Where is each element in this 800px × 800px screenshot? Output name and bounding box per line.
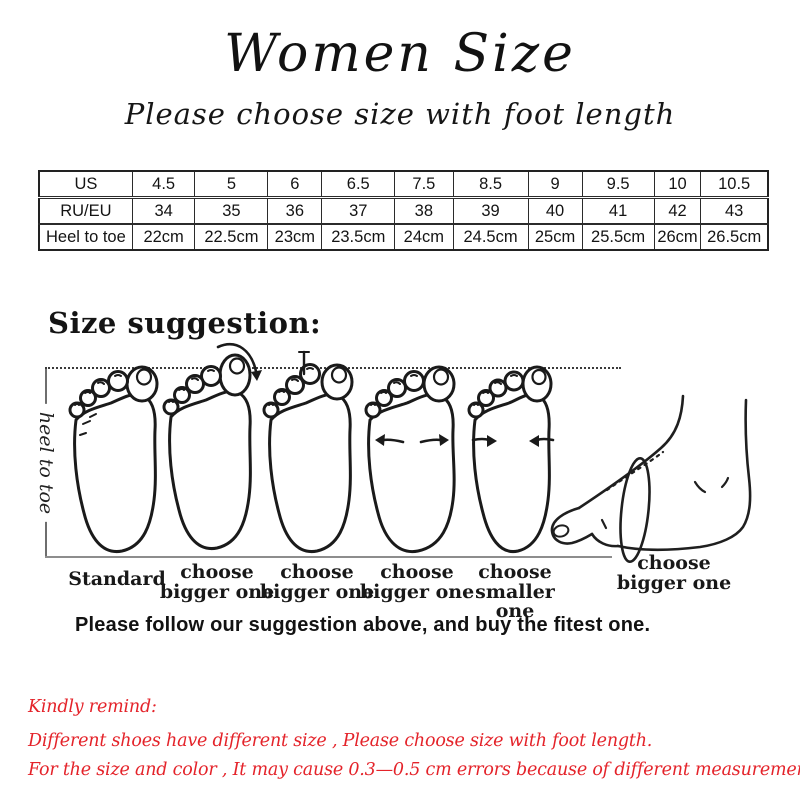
width-outward-arrows — [375, 434, 449, 446]
table-cell: 9.5 — [581, 170, 655, 199]
table-cell: 6 — [267, 170, 323, 199]
instep-measure-band — [619, 456, 651, 564]
table-cell: 6.5 — [321, 170, 396, 199]
suggestion-heading: Size suggestion: — [48, 306, 322, 340]
foot-wide-icon — [364, 365, 456, 554]
remind-line: Different shoes have different size , Pl… — [28, 731, 653, 751]
table-cell: 37 — [321, 197, 396, 225]
table-cell: 36 — [267, 197, 323, 225]
table-cell: 42 — [653, 197, 702, 225]
table-cell: 5 — [194, 170, 269, 199]
table-cell: 22.5cm — [194, 223, 269, 251]
table-cell: 8.5 — [452, 170, 529, 199]
table-cell: 24.5cm — [452, 223, 529, 251]
foot-label-standard: Standard — [68, 568, 166, 590]
foot-long-big-toe-icon — [162, 343, 262, 551]
suggestion-footnote: Please follow our suggestion above, and … — [75, 614, 651, 636]
table-cell: 26cm — [653, 223, 702, 251]
foot-side-view-high-instep-icon — [550, 394, 752, 564]
foot-label-choose-smaller: choose smaller one — [475, 561, 555, 622]
toe-tick-mark — [298, 350, 310, 376]
heel-to-toe-label: heel to toe — [33, 403, 59, 523]
foot-long-second-toe-icon — [262, 350, 354, 554]
row-header: RU/EU — [38, 197, 133, 225]
row-header: US — [38, 170, 133, 199]
longer-toe-arrow — [216, 343, 262, 381]
page-subtitle: Please choose size with foot length — [124, 97, 676, 131]
foot-label-choose-bigger: choose bigger one — [159, 561, 275, 603]
foot-standard-icon — [68, 365, 159, 554]
heel-baseline — [45, 556, 612, 558]
table-cell: 25cm — [527, 223, 583, 251]
foot-narrow-icon — [467, 365, 555, 554]
size-table: US 4.5 5 6 6.5 7.5 8.5 9 9.5 10 10.5 RU/… — [38, 170, 769, 251]
table-cell: 38 — [394, 197, 454, 225]
table-cell: 35 — [194, 197, 269, 225]
table-cell: 43 — [700, 197, 769, 225]
table-cell: 23cm — [267, 223, 323, 251]
table-cell: 10.5 — [700, 170, 769, 199]
table-cell: 39 — [452, 197, 529, 225]
table-cell: 7.5 — [394, 170, 454, 199]
table-cell: 40 — [527, 197, 583, 225]
table-cell: 4.5 — [131, 170, 196, 199]
foot-label-choose-bigger: choose bigger one — [616, 552, 732, 594]
row-header: Heel to toe — [38, 223, 133, 251]
table-cell: 25.5cm — [581, 223, 655, 251]
remind-line: For the size and color , It may cause 0.… — [28, 760, 800, 780]
table-cell: 22cm — [131, 223, 196, 251]
table-cell: 41 — [581, 197, 655, 225]
width-inward-arrows — [471, 435, 555, 447]
foot-label-choose-bigger: choose bigger one — [359, 561, 475, 603]
table-cell: 23.5cm — [321, 223, 396, 251]
table-cell: 10 — [653, 170, 702, 199]
table-cell: 34 — [131, 197, 196, 225]
foot-label-choose-bigger: choose bigger one — [259, 561, 375, 603]
table-cell: 24cm — [394, 223, 454, 251]
table-row-ru-eu: RU/EU 34 35 36 37 38 39 40 41 42 43 — [38, 197, 769, 225]
table-cell: 26.5cm — [700, 223, 769, 251]
table-row-us: US 4.5 5 6 6.5 7.5 8.5 9 9.5 10 10.5 — [38, 170, 769, 199]
table-row-heel-to-toe: Heel to toe 22cm 22.5cm 23cm 23.5cm 24cm… — [38, 223, 769, 251]
page-title: Women Size — [224, 24, 576, 84]
table-cell: 9 — [527, 170, 583, 199]
remind-title: Kindly remind: — [28, 697, 157, 717]
